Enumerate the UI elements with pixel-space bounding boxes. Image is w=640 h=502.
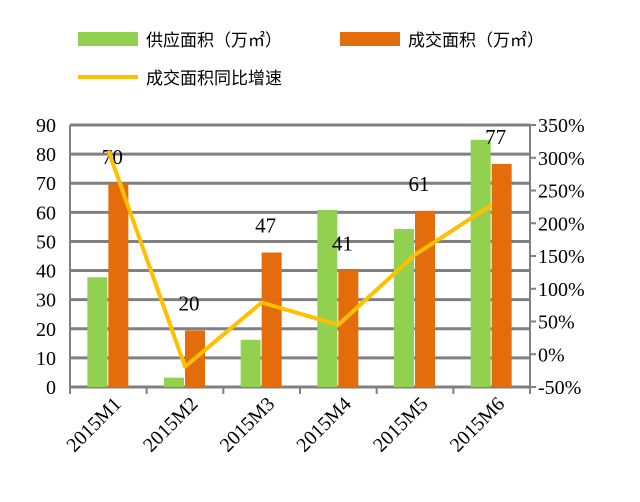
bar-transaction <box>108 183 129 387</box>
data-label-transaction: 61 <box>409 172 430 196</box>
y-right-tick-label: -50% <box>538 377 581 399</box>
legend-item-supply: 供应面积（万㎡） <box>78 26 282 51</box>
y-left-tick-label: 90 <box>36 115 56 137</box>
bar-transaction <box>491 164 512 387</box>
y-left-tick-label: 0 <box>46 377 56 399</box>
y-right-tick-label: 50% <box>538 312 575 334</box>
x-tick-label: 2015M2 <box>139 393 202 456</box>
bar-supply <box>394 228 414 387</box>
y-right-tick-label: 100% <box>538 279 585 301</box>
legend-label-transaction: 成交面积（万㎡） <box>408 31 544 51</box>
y-left-tick-label: 20 <box>36 319 56 341</box>
legend-swatch-transaction <box>340 31 400 46</box>
legend-swatch-supply <box>78 31 138 46</box>
y-left-tick-label: 50 <box>36 231 56 253</box>
y-left-tick-label: 70 <box>36 173 56 195</box>
legend-label-supply: 供应面积（万㎡） <box>146 31 282 51</box>
bar-supply <box>470 139 491 387</box>
y-left-tick-label: 10 <box>36 348 56 370</box>
bar-transaction <box>415 210 435 387</box>
bar-supply <box>317 210 338 387</box>
y-right-tick-label: 0% <box>538 344 565 366</box>
y-left-tick-label: 30 <box>36 290 56 312</box>
data-label-transaction: 41 <box>332 231 353 255</box>
bar-transaction <box>338 270 359 387</box>
bar-supply <box>164 377 184 387</box>
x-tick-label: 2015M4 <box>292 393 355 456</box>
x-tick-label: 2015M6 <box>446 393 509 456</box>
y-right-tick-label: 300% <box>538 148 585 170</box>
y-right-tick-label: 150% <box>538 246 585 268</box>
y-left-tick-label: 60 <box>36 202 56 224</box>
line-growth <box>106 149 493 369</box>
y-left-tick-label: 40 <box>36 261 56 283</box>
bar-transaction <box>261 252 282 387</box>
y-right-tick-label: 350% <box>538 115 585 137</box>
legend-item-transaction: 成交面积（万㎡） <box>340 26 544 51</box>
legend-item-growth: 成交面积同比增速 <box>78 64 282 89</box>
data-label-transaction: 20 <box>179 292 200 316</box>
x-tick-label: 2015M5 <box>369 393 432 456</box>
bar-supply <box>87 277 108 387</box>
y-right-tick-label: 200% <box>538 213 585 235</box>
y-right-tick-label: 250% <box>538 181 585 203</box>
x-tick-label: 2015M3 <box>216 393 279 456</box>
legend-swatch-growth <box>78 74 138 79</box>
legend-label-growth: 成交面积同比增速 <box>146 69 282 89</box>
data-label-transaction: 77 <box>485 125 506 149</box>
y-left-tick-label: 80 <box>36 144 56 166</box>
bar-supply <box>240 339 261 387</box>
x-tick-label: 2015M1 <box>62 393 125 456</box>
data-label-transaction: 47 <box>255 214 276 238</box>
